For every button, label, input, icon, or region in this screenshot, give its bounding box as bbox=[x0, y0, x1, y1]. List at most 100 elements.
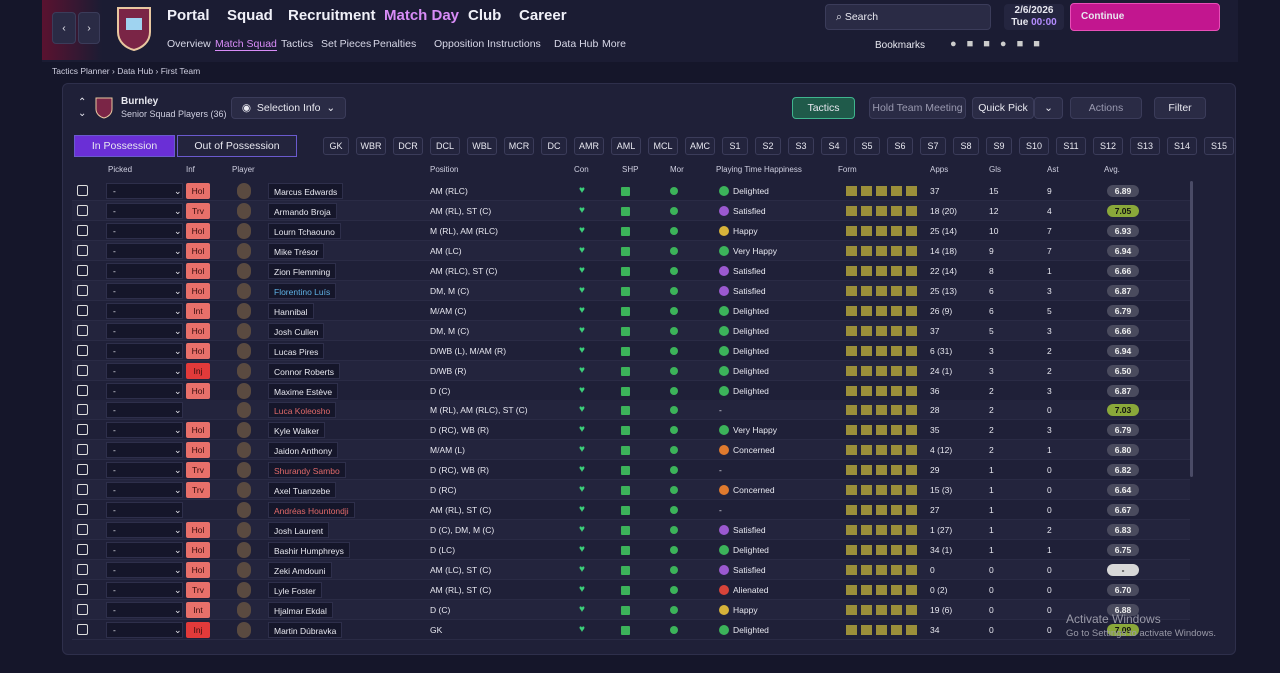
position-chip[interactable]: GK bbox=[323, 137, 349, 155]
selection-info[interactable]: ◉ Selection Info ⌄ bbox=[231, 97, 346, 119]
subnav-item[interactable]: Penalties bbox=[373, 38, 417, 50]
squad-row[interactable]: - ⌄ Inj Connor Roberts D/WB (R) ♥ Delighted 24 … bbox=[72, 360, 1190, 381]
player-name[interactable]: Connor Roberts bbox=[268, 362, 341, 379]
picked-dropdown[interactable]: - bbox=[106, 562, 183, 579]
player-name[interactable]: Luca Koleosho bbox=[268, 402, 337, 419]
position-chip[interactable]: MCL bbox=[648, 137, 678, 155]
column-header[interactable]: Picked bbox=[108, 165, 133, 174]
filter-button[interactable]: Filter bbox=[1154, 97, 1206, 119]
pick-checkbox[interactable] bbox=[77, 504, 88, 516]
pick-checkbox[interactable] bbox=[77, 224, 88, 236]
menu-item[interactable]: Match Day bbox=[384, 7, 460, 24]
player-name[interactable]: Lyle Foster bbox=[268, 582, 322, 598]
position-chip[interactable]: S2 bbox=[755, 137, 781, 155]
column-header[interactable]: Avg. bbox=[1104, 165, 1120, 174]
picked-dropdown[interactable]: - bbox=[106, 462, 183, 479]
pick-checkbox[interactable] bbox=[77, 424, 88, 436]
picked-dropdown[interactable]: - bbox=[106, 222, 183, 239]
picked-dropdown[interactable]: - bbox=[106, 601, 183, 618]
position-chip[interactable]: S7 bbox=[920, 137, 946, 155]
column-header[interactable]: Con bbox=[574, 165, 589, 174]
column-header[interactable]: Ast bbox=[1047, 165, 1059, 174]
search-box[interactable]: ⌕ Search bbox=[825, 4, 991, 30]
position-chip[interactable]: S9 bbox=[986, 137, 1012, 155]
squad-row[interactable]: - ⌄ Trv Armando Broja AM (RL), ST (C) ♥ Satisf… bbox=[72, 200, 1190, 221]
squad-row[interactable]: - ⌄ Hol Kyle Walker D (RC), WB (R) ♥ Very Happ… bbox=[72, 420, 1190, 441]
menu-item[interactable]: Recruitment bbox=[288, 7, 376, 24]
position-chip[interactable]: S1 bbox=[722, 137, 748, 155]
squad-row[interactable]: - ⌄ Hol Josh Cullen DM, M (C) ♥ Delighted 37 5 3 6… bbox=[72, 320, 1190, 341]
pick-checkbox[interactable] bbox=[77, 185, 88, 196]
column-header[interactable]: Playing Time Happiness bbox=[716, 165, 802, 174]
player-name[interactable]: Mike Trésor bbox=[268, 242, 325, 259]
possession-tab[interactable]: In Possession bbox=[74, 135, 175, 157]
player-name[interactable]: Josh Laurent bbox=[268, 522, 330, 539]
player-name[interactable]: Andréas Hountondji bbox=[268, 502, 355, 519]
player-name[interactable]: Marcus Edwards bbox=[268, 183, 344, 199]
pick-checkbox[interactable] bbox=[77, 564, 88, 576]
position-chip[interactable]: AMC bbox=[685, 137, 715, 155]
pick-checkbox[interactable] bbox=[77, 284, 88, 296]
picked-dropdown[interactable]: - bbox=[106, 442, 183, 459]
picked-dropdown[interactable]: - bbox=[106, 502, 183, 519]
squad-row[interactable]: - ⌄ Hol Marcus Edwards AM (RLC) ♥ Delighted 37 1… bbox=[72, 181, 1190, 201]
picked-dropdown[interactable]: - bbox=[106, 402, 183, 419]
breadcrumb-item[interactable]: Data Hub bbox=[117, 66, 154, 76]
possession-tab[interactable]: Out of Possession bbox=[177, 135, 297, 157]
position-chip[interactable]: S10 bbox=[1019, 137, 1049, 155]
subnav-item[interactable]: Opposition Instructions bbox=[434, 38, 541, 50]
player-name[interactable]: Martin Dúbravka bbox=[268, 621, 343, 638]
pick-checkbox[interactable] bbox=[77, 344, 88, 356]
column-header[interactable]: Player bbox=[232, 165, 255, 174]
picked-dropdown[interactable]: - bbox=[106, 262, 183, 279]
collapse-icon[interactable]: ⌃ ⌄ bbox=[78, 97, 87, 119]
squad-row[interactable]: - ⌄ Luca Koleosho M (RL), AM (RLC), ST (C) ♥… bbox=[72, 400, 1190, 421]
quick-pick-button[interactable]: Quick Pick bbox=[972, 97, 1034, 119]
picked-dropdown[interactable]: - bbox=[106, 183, 183, 199]
subnav-item[interactable]: More bbox=[602, 38, 626, 50]
player-name[interactable]: Zion Flemming bbox=[268, 262, 337, 279]
position-chip[interactable]: DCR bbox=[393, 137, 423, 155]
player-name[interactable]: Armando Broja bbox=[268, 202, 337, 219]
menu-item[interactable]: Squad bbox=[227, 7, 273, 24]
picked-dropdown[interactable]: - bbox=[106, 621, 183, 638]
tactics-button[interactable]: Tactics bbox=[792, 97, 855, 119]
column-header[interactable]: Position bbox=[430, 165, 459, 174]
pick-checkbox[interactable] bbox=[77, 603, 88, 615]
subnav-item[interactable]: Tactics bbox=[281, 38, 314, 50]
position-chip[interactable]: AMR bbox=[574, 137, 604, 155]
pick-checkbox[interactable] bbox=[77, 244, 88, 256]
squad-row[interactable]: - ⌄ Trv Lyle Foster AM (RL), ST (C) ♥ Alienate… bbox=[72, 580, 1190, 600]
bookmarks[interactable]: Bookmarks bbox=[875, 40, 926, 51]
picked-dropdown[interactable]: - bbox=[106, 542, 183, 559]
pick-checkbox[interactable] bbox=[77, 204, 88, 216]
player-name[interactable]: Shurandy Sambo bbox=[268, 462, 346, 479]
picked-dropdown[interactable]: - bbox=[106, 482, 183, 499]
pick-checkbox[interactable] bbox=[77, 464, 88, 476]
squad-row[interactable]: - ⌄ Hol Josh Laurent D (C), DM, M (C) ♥ Satisf… bbox=[72, 520, 1190, 541]
pick-checkbox[interactable] bbox=[77, 584, 88, 595]
picked-dropdown[interactable]: - bbox=[106, 302, 183, 319]
position-chip[interactable]: S8 bbox=[953, 137, 979, 155]
squad-row[interactable]: - ⌄ Hol Bashir Humphreys D (LC) ♥ Delighted 34 … bbox=[72, 540, 1190, 561]
squad-row[interactable]: - ⌄ Trv Axel Tuanzebe D (RC) ♥ Concerned 15 (3)… bbox=[72, 480, 1190, 501]
pick-checkbox[interactable] bbox=[77, 444, 88, 456]
position-chip[interactable]: AML bbox=[611, 137, 641, 155]
player-name[interactable]: Hjalmar Ekdal bbox=[268, 601, 333, 618]
pick-checkbox[interactable] bbox=[77, 364, 88, 376]
pick-checkbox[interactable] bbox=[77, 404, 88, 416]
squad-row[interactable]: - ⌄ Hol Jaidon Anthony M/AM (L) ♥ Concerned 4 (… bbox=[72, 440, 1190, 461]
picked-dropdown[interactable]: - bbox=[106, 322, 183, 339]
pick-checkbox[interactable] bbox=[77, 264, 88, 276]
position-chip[interactable]: WBR bbox=[356, 137, 386, 155]
squad-row[interactable]: - ⌄ Hol Zeki Amdouni AM (LC), ST (C) ♥ Satisfi… bbox=[72, 560, 1190, 581]
player-name[interactable]: Lourn Tchaouno bbox=[268, 222, 341, 239]
squad-row[interactable]: - ⌄ Hol Lourn Tchaouno M (RL), AM (RLC) ♥ Happ… bbox=[72, 220, 1190, 241]
subnav-item[interactable]: Data Hub bbox=[554, 38, 599, 50]
player-name[interactable]: Maxime Estève bbox=[268, 382, 339, 399]
squad-row[interactable]: - ⌄ Inj Martin Dúbravka GK ♥ Delighted 34 0 0 7.09 bbox=[72, 619, 1190, 640]
picked-dropdown[interactable]: - bbox=[106, 362, 183, 379]
column-header[interactable]: Apps bbox=[930, 165, 949, 174]
position-chip[interactable]: MCR bbox=[504, 137, 534, 155]
position-chip[interactable]: S5 bbox=[854, 137, 880, 155]
